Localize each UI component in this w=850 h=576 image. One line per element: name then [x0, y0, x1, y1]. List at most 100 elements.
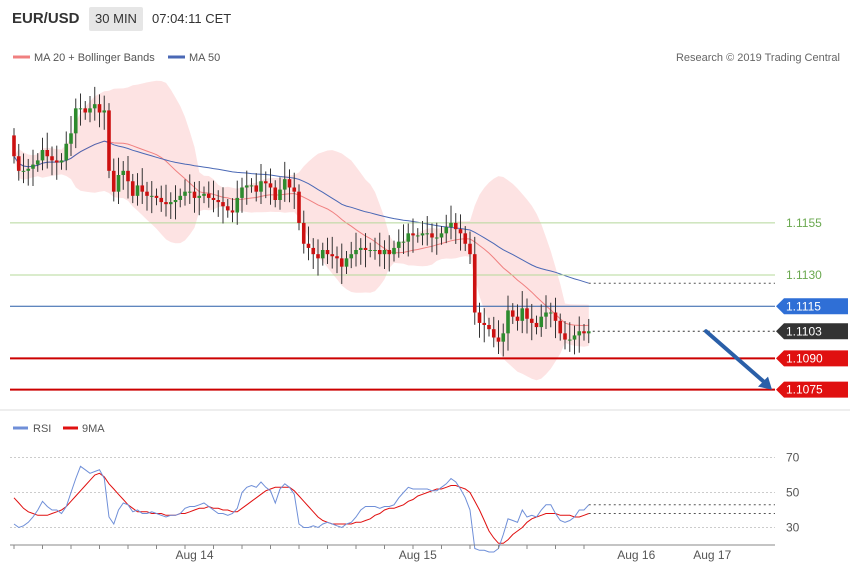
- candle-body: [339, 258, 344, 267]
- candle-body: [472, 254, 477, 313]
- candle-body: [83, 108, 88, 113]
- symbol-label[interactable]: EUR/USD: [12, 10, 80, 27]
- candle-body: [263, 181, 268, 184]
- candle-body: [140, 185, 145, 192]
- candle-body: [244, 185, 249, 188]
- candle-body: [458, 229, 463, 234]
- candle-body: [35, 160, 40, 165]
- candle-body: [69, 133, 73, 144]
- candle-body: [358, 247, 363, 250]
- rsi-grid: 30 50 70: [10, 451, 800, 535]
- candle-body: [16, 156, 21, 171]
- candle-body: [88, 108, 92, 113]
- candle-body: [430, 233, 434, 238]
- candle-body: [64, 143, 69, 161]
- candle-body: [401, 241, 406, 243]
- candle-body: [411, 233, 415, 236]
- candle-body: [539, 316, 544, 328]
- candle-body: [225, 206, 230, 211]
- candle-body: [92, 104, 97, 109]
- candle-body: [259, 181, 263, 192]
- candle-body: [273, 187, 278, 200]
- level-label-support: 1.1075: [786, 383, 823, 397]
- candle-body: [145, 191, 149, 196]
- candle-body: [506, 310, 510, 334]
- candle-body: [287, 179, 292, 188]
- time-tick-label: Aug 15: [399, 548, 437, 562]
- price-legend: MA 20 + Bollinger Bands MA 50 Research ©…: [13, 52, 840, 64]
- candle-body: [73, 108, 78, 134]
- rsi-last-value-guides: [588, 504, 775, 514]
- candle-body: [349, 254, 354, 259]
- candle-body: [126, 170, 130, 182]
- candle-body: [292, 187, 297, 192]
- level-label-bg: [776, 323, 848, 340]
- clock-time: 07:04:11 CET: [152, 11, 232, 26]
- candle-body: [21, 170, 26, 172]
- time-tick-label: Aug 16: [617, 548, 655, 562]
- candle-body: [107, 110, 111, 171]
- candle-body: [187, 191, 192, 193]
- candle-body: [121, 170, 126, 175]
- candle-body: [463, 233, 468, 244]
- candle-body: [116, 175, 121, 192]
- candle-body: [368, 250, 373, 251]
- level-label-resistance: 1.1155: [786, 216, 822, 230]
- candle-body: [197, 195, 202, 198]
- level-label-bg: [776, 350, 848, 367]
- candle-body: [558, 320, 563, 334]
- candle-body: [406, 233, 411, 242]
- candle-body: [582, 331, 586, 334]
- candle-body: [50, 156, 54, 161]
- candle-body: [415, 235, 420, 237]
- candle-body: [515, 316, 520, 321]
- candle-body: [477, 312, 482, 323]
- ma-bb-legend-label: MA 20 + Bollinger Bands: [34, 52, 155, 64]
- candle-body: [325, 250, 330, 255]
- candle-body: [487, 325, 491, 330]
- candle-body: [525, 308, 529, 319]
- candle-body: [26, 168, 31, 171]
- candle-body: [45, 150, 50, 157]
- candle-body: [501, 333, 506, 342]
- forecast-arrow-head: [758, 376, 772, 390]
- rsi-legend-label: RSI: [33, 423, 51, 435]
- candle-body: [392, 247, 396, 255]
- candle-body: [520, 308, 525, 321]
- candle-body: [453, 222, 458, 230]
- candle-body: [221, 202, 225, 207]
- candle-body: [192, 191, 197, 198]
- candle-body: [311, 247, 316, 255]
- candle-body: [354, 250, 358, 255]
- candle-body: [567, 339, 572, 341]
- candle-body: [577, 331, 582, 336]
- level-label-last_price: 1.1103: [786, 324, 822, 338]
- candle-body: [297, 191, 301, 223]
- rsi-tick-label: 70: [786, 451, 800, 465]
- candle-body: [54, 160, 59, 163]
- candle-body: [278, 189, 282, 200]
- timeframe-button[interactable]: 30 MIN: [89, 7, 143, 31]
- candle-body: [387, 250, 392, 255]
- candle-body: [78, 108, 83, 110]
- candle-body: [59, 160, 64, 163]
- candle-body: [168, 202, 173, 205]
- candle-body: [444, 227, 449, 234]
- candle-body: [235, 197, 240, 213]
- candle-body: [544, 312, 548, 317]
- candle-body: [373, 250, 377, 251]
- ma50-legend-label: MA 50: [189, 52, 220, 64]
- candle-body: [496, 337, 501, 342]
- level-label-bg: [776, 298, 848, 315]
- candle-body: [154, 195, 159, 198]
- forecast-arrow: [704, 329, 772, 390]
- candle-body: [320, 250, 325, 259]
- candle-body: [211, 197, 216, 200]
- candle-body: [572, 335, 577, 340]
- candle-body: [420, 233, 425, 236]
- level-label-resistance: 1.1130: [786, 268, 822, 282]
- time-tick-label: Aug 14: [175, 548, 213, 562]
- candle-body: [183, 191, 187, 196]
- candle-body: [102, 110, 107, 113]
- level-label-pivot: 1.1115: [786, 299, 821, 313]
